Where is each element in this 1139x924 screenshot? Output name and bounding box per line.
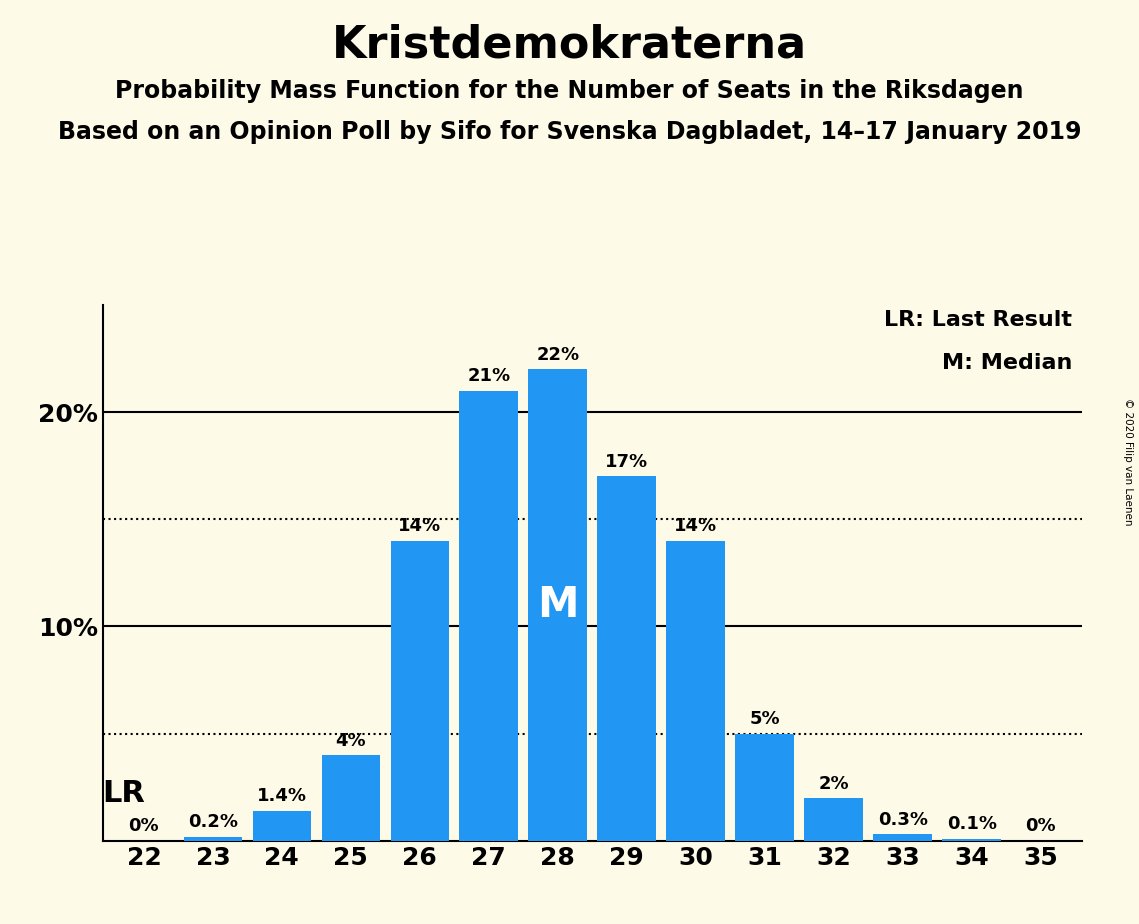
Bar xyxy=(804,798,863,841)
Text: © 2020 Filip van Laenen: © 2020 Filip van Laenen xyxy=(1123,398,1133,526)
Text: 17%: 17% xyxy=(605,453,648,471)
Text: 0%: 0% xyxy=(129,818,159,835)
Bar xyxy=(391,541,449,841)
Text: Kristdemokraterna: Kristdemokraterna xyxy=(331,23,808,67)
Text: 4%: 4% xyxy=(336,732,366,749)
Text: 0.2%: 0.2% xyxy=(188,813,238,832)
Bar xyxy=(183,836,243,841)
Bar xyxy=(598,477,656,841)
Text: 0.1%: 0.1% xyxy=(947,815,997,833)
Text: Based on an Opinion Poll by Sifo for Svenska Dagbladet, 14–17 January 2019: Based on an Opinion Poll by Sifo for Sve… xyxy=(58,120,1081,144)
Text: 21%: 21% xyxy=(467,368,510,385)
Text: 0%: 0% xyxy=(1025,818,1056,835)
Text: LR: Last Result: LR: Last Result xyxy=(884,310,1072,330)
Bar xyxy=(253,811,311,841)
Text: 2%: 2% xyxy=(819,774,849,793)
Bar xyxy=(321,755,380,841)
Text: Probability Mass Function for the Number of Seats in the Riksdagen: Probability Mass Function for the Number… xyxy=(115,79,1024,103)
Text: 14%: 14% xyxy=(399,517,442,535)
Text: 5%: 5% xyxy=(749,711,780,728)
Bar xyxy=(528,370,587,841)
Bar xyxy=(874,834,932,841)
Bar xyxy=(736,734,794,841)
Bar xyxy=(459,391,518,841)
Bar xyxy=(942,839,1001,841)
Text: 14%: 14% xyxy=(674,517,718,535)
Text: M: Median: M: Median xyxy=(942,353,1072,373)
Text: 0.3%: 0.3% xyxy=(878,811,927,829)
Text: 22%: 22% xyxy=(536,346,580,364)
Text: 1.4%: 1.4% xyxy=(257,787,306,806)
Text: M: M xyxy=(538,584,579,626)
Text: LR: LR xyxy=(101,779,145,808)
Bar xyxy=(666,541,726,841)
